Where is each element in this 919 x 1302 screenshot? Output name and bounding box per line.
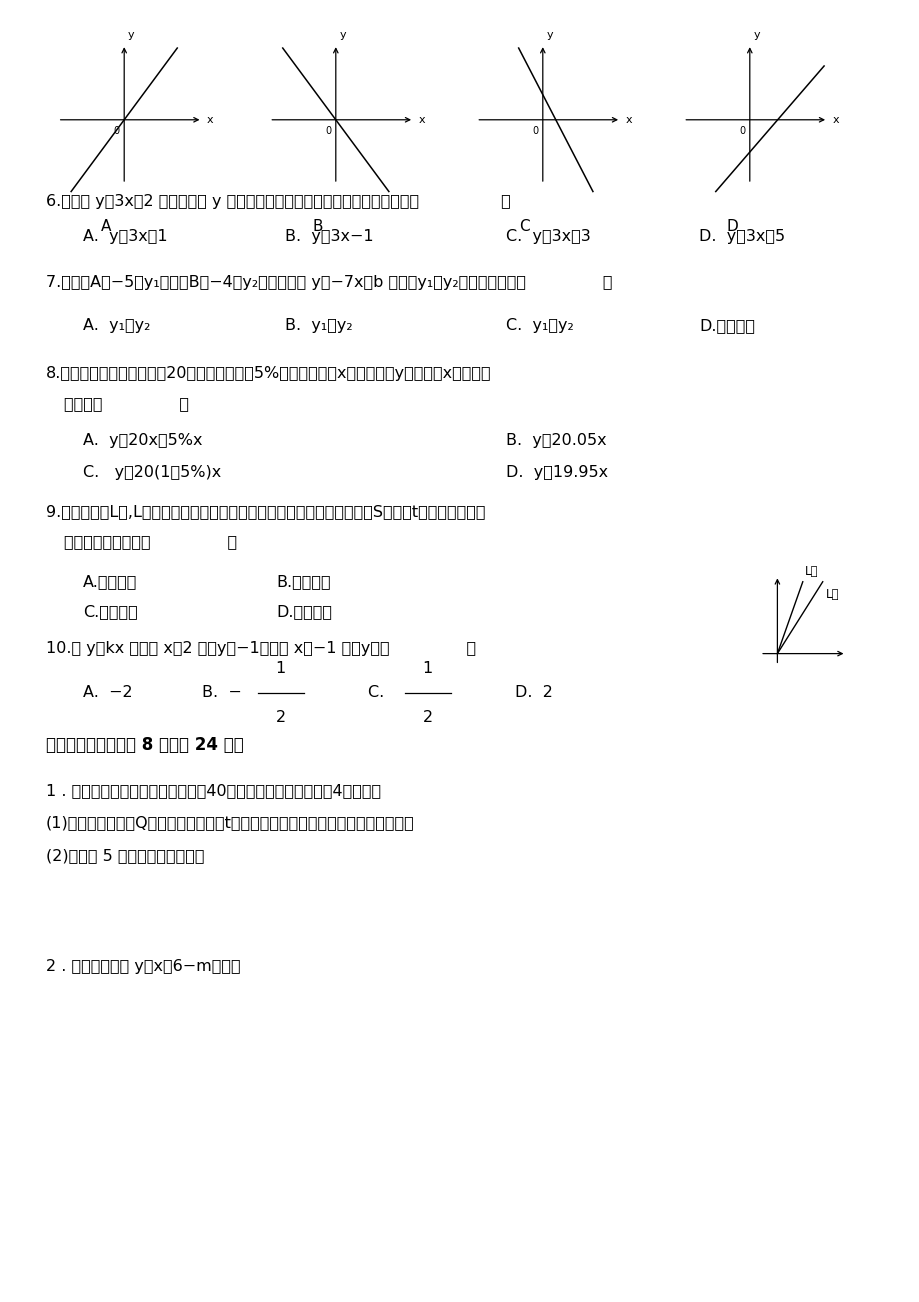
Text: A.  y₁＞y₂: A. y₁＞y₂	[83, 318, 150, 333]
Text: D.  y＝19.95x: D. y＝19.95x	[505, 465, 607, 480]
Text: 10.在 y＝kx 中，当 x＝2 时，y＝−1，则当 x＝−1 时，y＝（               ）: 10.在 y＝kx 中，当 x＝2 时，y＝−1，则当 x＝−1 时，y＝（ ）	[46, 641, 476, 656]
Text: y: y	[339, 30, 346, 40]
Text: 0: 0	[531, 126, 538, 137]
Text: C.: C.	[368, 685, 394, 700]
Text: x: x	[832, 115, 838, 125]
Text: L乙: L乙	[824, 589, 838, 602]
Text: y: y	[546, 30, 552, 40]
Text: B: B	[312, 219, 323, 234]
Text: A.甲比乙快: A.甲比乙快	[83, 574, 137, 590]
Text: 1 . 拖拉机开始工作时，油箔中有油40升，如果工作每小时耗油4升，求：: 1 . 拖拉机开始工作时，油箔中有油40升，如果工作每小时耗油4升，求：	[46, 783, 380, 798]
Text: 他们的速度关系是（               ）: 他们的速度关系是（ ）	[64, 534, 237, 549]
Text: B.  y＝20.05x: B. y＝20.05x	[505, 432, 606, 448]
Text: 0: 0	[738, 126, 744, 137]
Text: B.  y₁＝y₂: B. y₁＝y₂	[285, 318, 353, 333]
Text: 0: 0	[324, 126, 331, 137]
Text: C.  y＝3x＋3: C. y＝3x＋3	[505, 229, 590, 245]
Text: C.  y₁＜y₂: C. y₁＜y₂	[505, 318, 573, 333]
Text: C: C	[518, 219, 529, 234]
Text: x: x	[625, 115, 631, 125]
Text: (2)当工作 5 小时时油箔的余油量: (2)当工作 5 小时时油箔的余油量	[46, 848, 204, 863]
Text: A.  y＝20x＋5%x: A. y＝20x＋5%x	[83, 432, 202, 448]
Text: A.  y＝3x＋1: A. y＝3x＋1	[83, 229, 167, 245]
Text: 2: 2	[275, 710, 286, 725]
Text: 9.如图所示，L甲,L乙分别表示甲乙两名运动员在自行车比赛中所走的路程S和时间t的函数关系，则: 9.如图所示，L甲,L乙分别表示甲乙两名运动员在自行车比赛中所走的路程S和时间t…	[46, 504, 485, 519]
Text: 6.把函数 y＝3x＋2 的图像沿着 y 轴向下平移一个单位，得到的函数关系式是（                ）: 6.把函数 y＝3x＋2 的图像沿着 y 轴向下平移一个单位，得到的函数关系式是…	[46, 194, 510, 210]
Text: 三、解答题（每小题 8 分，共 24 分）: 三、解答题（每小题 8 分，共 24 分）	[46, 736, 244, 754]
Text: 析式为（               ）: 析式为（ ）	[64, 396, 189, 411]
Text: D.不能确定: D.不能确定	[698, 318, 754, 333]
Text: 1: 1	[275, 660, 286, 676]
Text: (1)油箔中的余油量Q（升）与工作时间t（时）的函数关系式及自变量的取値范围；: (1)油箔中的余油量Q（升）与工作时间t（时）的函数关系式及自变量的取値范围；	[46, 815, 414, 831]
Text: 0: 0	[113, 126, 119, 137]
Text: L甲: L甲	[804, 565, 817, 578]
Text: x: x	[418, 115, 425, 125]
Text: 2: 2	[422, 710, 433, 725]
Text: D.  2: D. 2	[515, 685, 552, 700]
Text: B.  −: B. −	[202, 685, 242, 700]
Text: 7.已知点A（−5，y₁）和点B（−4，y₂）都在直线 y＝−7x＋b 上，则y₁与y₂的大小关系为（               ）: 7.已知点A（−5，y₁）和点B（−4，y₂）都在直线 y＝−7x＋b 上，则y…	[46, 275, 612, 290]
Text: D.不能确定: D.不能确定	[276, 604, 332, 620]
Text: 2 . 已知一次函数 y＝x＋6−m，求：: 2 . 已知一次函数 y＝x＋6−m，求：	[46, 958, 241, 974]
Text: D: D	[726, 219, 737, 234]
Text: x: x	[207, 115, 213, 125]
Text: D.  y＝3x＋5: D. y＝3x＋5	[698, 229, 785, 245]
Text: B.乙比甲快: B.乙比甲快	[276, 574, 330, 590]
Text: A: A	[101, 219, 111, 234]
Text: y: y	[128, 30, 134, 40]
Text: 1: 1	[422, 660, 433, 676]
Text: C.甲乙同速: C.甲乙同速	[83, 604, 138, 620]
Text: C.   y＝20(1＋5%)x: C. y＝20(1＋5%)x	[83, 465, 221, 480]
Text: 8.邮购一种图书，每册定价20元，另加书价的5%作邮资，购书x册，需付款y（元）与x的函数解: 8.邮购一种图书，每册定价20元，另加书价的5%作邮资，购书x册，需付款y（元）…	[46, 366, 491, 381]
Text: A.  −2: A. −2	[83, 685, 132, 700]
Text: B.  y＝3x−1: B. y＝3x−1	[285, 229, 373, 245]
Text: y: y	[753, 30, 759, 40]
